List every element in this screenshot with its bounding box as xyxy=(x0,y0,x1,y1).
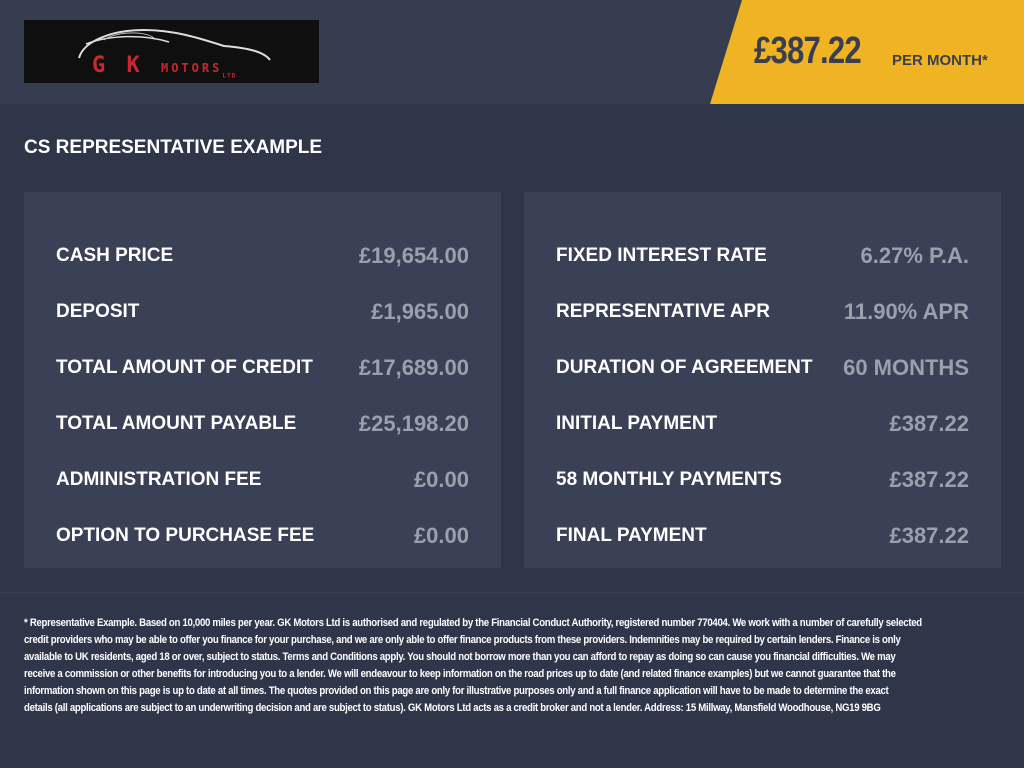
row-value: £0.00 xyxy=(413,467,469,492)
row-value: £0.00 xyxy=(413,523,469,548)
disclaimer-text: * Representative Example. Based on 10,00… xyxy=(24,615,924,717)
row-label: FIXED INTEREST RATE xyxy=(556,245,767,266)
finance-row: DURATION OF AGREEMENT 60 MONTHS xyxy=(556,336,969,392)
row-label: DEPOSIT xyxy=(56,301,140,322)
finance-row: CASH PRICE £19,654.00 xyxy=(56,224,469,280)
row-label: OPTION TO PURCHASE FEE xyxy=(56,525,315,546)
finance-row: TOTAL AMOUNT PAYABLE £25,198.20 xyxy=(56,392,469,448)
row-label: DURATION OF AGREEMENT xyxy=(556,357,813,378)
disclaimer-line: information shown on this page is up to … xyxy=(24,685,889,697)
finance-row: REPRESENTATIVE APR 11.90% APR xyxy=(556,280,969,336)
row-value: 60 MONTHS xyxy=(843,355,969,380)
row-value: £1,965.00 xyxy=(371,299,469,324)
logo-text: G K MOTORSLTD xyxy=(92,53,237,80)
right-finance-panel: FIXED INTEREST RATE 6.27% P.A. REPRESENTA… xyxy=(524,192,1001,568)
disclaimer-line: details (all applications are subject to… xyxy=(24,702,881,714)
row-value: 6.27% P.A. xyxy=(860,243,969,268)
finance-row: INITIAL PAYMENT £387.22 xyxy=(556,392,969,448)
disclaimer-line: receive a commission or other benefits f… xyxy=(24,668,896,680)
row-value: £25,198.20 xyxy=(358,411,469,436)
left-finance-panel: CASH PRICE £19,654.00 DEPOSIT £1,965.00 TO… xyxy=(24,192,501,568)
row-value: £387.22 xyxy=(889,467,969,492)
monthly-price: £387.22 xyxy=(754,30,862,72)
finance-row: ADMINISTRATION FEE £0.00 xyxy=(56,448,469,504)
row-value: £387.22 xyxy=(889,523,969,548)
row-label: 58 MONTHLY PAYMENTS xyxy=(556,469,782,490)
finance-row: OPTION TO PURCHASE FEE £0.00 xyxy=(56,504,469,560)
finance-row: FIXED INTEREST RATE 6.27% P.A. xyxy=(556,224,969,280)
row-label: REPRESENTATIVE APR xyxy=(556,301,770,322)
disclaimer-line: * Representative Example. Based on 10,00… xyxy=(24,617,922,629)
row-value: £17,689.00 xyxy=(358,355,469,380)
row-label: INITIAL PAYMENT xyxy=(556,413,718,434)
disclaimer-line: credit providers who may be able to offe… xyxy=(24,634,901,646)
finance-row: TOTAL AMOUNT OF CREDIT £17,689.00 xyxy=(56,336,469,392)
row-label: TOTAL AMOUNT PAYABLE xyxy=(56,413,297,434)
gk-motors-logo[interactable]: G K MOTORSLTD xyxy=(24,20,319,83)
finance-row: DEPOSIT £1,965.00 xyxy=(56,280,469,336)
monthly-price-banner: £387.22 PER MONTH* xyxy=(710,0,1024,104)
row-label: TOTAL AMOUNT OF CREDIT xyxy=(56,357,313,378)
per-month-label: PER MONTH* xyxy=(892,52,988,69)
row-value: £387.22 xyxy=(889,411,969,436)
finance-row: FINAL PAYMENT £387.22 xyxy=(556,504,969,560)
header: G K MOTORSLTD £387.22 PER MONTH* xyxy=(0,0,1024,104)
row-label: FINAL PAYMENT xyxy=(556,525,707,546)
disclaimer-line: available to UK residents, aged 18 or ov… xyxy=(24,651,896,663)
row-value: £19,654.00 xyxy=(358,243,469,268)
car-silhouette-icon xyxy=(78,28,271,61)
row-label: CASH PRICE xyxy=(56,245,174,266)
page-title: CS REPRESENTATIVE EXAMPLE xyxy=(24,137,323,158)
row-label: ADMINISTRATION FEE xyxy=(56,469,262,490)
row-value: 11.90% APR xyxy=(843,299,969,324)
footer-divider xyxy=(0,592,1024,593)
finance-row: 58 MONTHLY PAYMENTS £387.22 xyxy=(556,448,969,504)
